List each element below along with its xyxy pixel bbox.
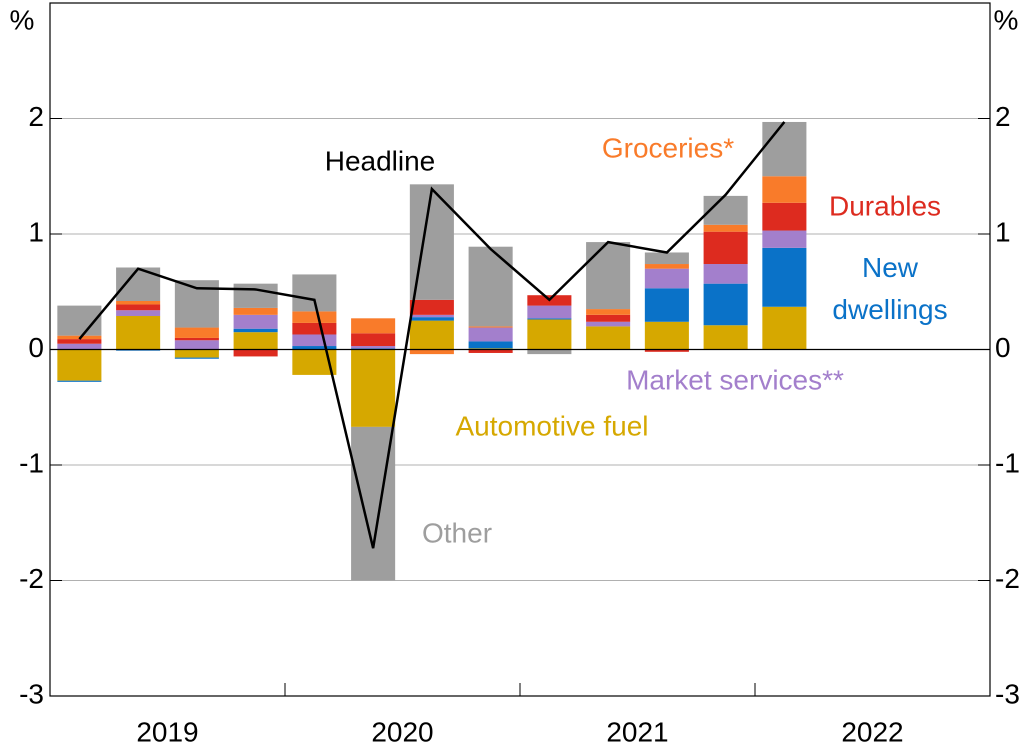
series-label: Groceries* (602, 132, 734, 163)
bar-segment (762, 176, 807, 203)
x-year-label: 2022 (841, 716, 903, 747)
bar-segment (468, 326, 513, 328)
bar-segment (762, 202, 807, 231)
y-unit-left: % (10, 4, 35, 35)
y-unit-right: % (994, 4, 1019, 35)
bar-segment (233, 328, 278, 333)
bar-segment (762, 306, 807, 350)
bar-segment (233, 332, 278, 350)
bar-segment (762, 121, 807, 177)
bar-segment (409, 317, 454, 321)
bar-segment (644, 349, 689, 352)
bar-segment (527, 318, 572, 320)
bar-segment (409, 299, 454, 315)
bar-segment (292, 274, 337, 312)
bar-segment (527, 305, 572, 319)
bar-segment (116, 300, 161, 305)
bar-segment (233, 283, 278, 308)
y-tick-label-right: 0 (995, 332, 1011, 363)
bar-segment (586, 314, 631, 322)
series-label-line: New (862, 252, 919, 283)
bar-segment (233, 349, 278, 357)
bar-segment (351, 349, 396, 427)
y-tick-label-right: -1 (995, 447, 1020, 478)
y-tick-label: -1 (19, 447, 44, 478)
y-tick-label-right: 1 (995, 216, 1011, 247)
bar-segment (586, 321, 631, 327)
series-label: Durables (829, 190, 941, 221)
bar-segment (527, 349, 572, 355)
bar-segment (292, 334, 337, 347)
series-label: Automotive fuel (456, 410, 649, 441)
y-tick-label-right: 2 (995, 101, 1011, 132)
bar-segment (174, 357, 219, 359)
x-year-label: 2019 (136, 716, 198, 747)
bar-segment (174, 327, 219, 338)
bar-segment (468, 349, 513, 353)
bar-segment (703, 231, 748, 265)
x-year-label: 2020 (371, 716, 433, 747)
bar-segment (292, 311, 337, 323)
bar-segment (233, 307, 278, 315)
bar-segment (57, 349, 102, 381)
line-label: Headline (325, 145, 436, 176)
bar-segment (409, 349, 454, 355)
bar-segment (409, 320, 454, 350)
y-tick-label: 2 (28, 101, 44, 132)
headline-line (78, 121, 786, 549)
x-year-label: 2021 (606, 716, 668, 747)
bar-segment (174, 337, 219, 341)
bar-segment (703, 283, 748, 326)
bar-segment (292, 346, 337, 350)
y-tick-label: 0 (28, 332, 44, 363)
bar-segment (116, 310, 161, 317)
bar-segment (116, 304, 161, 311)
bar-segment (703, 325, 748, 350)
bar-segment (527, 319, 572, 350)
bar-segment (703, 264, 748, 284)
bar-segment (468, 341, 513, 349)
bar-segment (351, 318, 396, 334)
bar-segment (762, 247, 807, 307)
bar-segment (586, 326, 631, 350)
bar-segment (116, 316, 161, 350)
bar-segment (57, 339, 102, 344)
y-tick-label-right: -3 (995, 678, 1020, 709)
bar-segment (644, 321, 689, 350)
bar-segment (468, 246, 513, 327)
bar-segment (644, 288, 689, 322)
bar-segment (174, 340, 219, 350)
bar-segment (762, 230, 807, 248)
bar-segment (644, 268, 689, 289)
bar-segment (644, 264, 689, 269)
y-tick-label-right: -2 (995, 563, 1020, 594)
bar-segment (292, 322, 337, 335)
series-label-line: dwellings (832, 294, 947, 325)
series-label: Market services** (626, 364, 844, 395)
bar-segment (351, 346, 396, 349)
bar-segment (174, 349, 219, 358)
y-tick-label: -3 (19, 678, 44, 709)
bar-segment (703, 224, 748, 232)
bar-segment (409, 314, 454, 318)
bar-segment (644, 252, 689, 265)
bar-segment (586, 309, 631, 315)
bar-segment (351, 333, 396, 347)
bar-segment (57, 380, 102, 382)
bar-segment (57, 343, 102, 350)
series-label: Other (422, 517, 492, 548)
bar-segment (233, 314, 278, 329)
bar-segment (468, 327, 513, 342)
y-tick-label: -2 (19, 563, 44, 594)
y-tick-label: 1 (28, 216, 44, 247)
series-label: New dwellings (832, 252, 947, 325)
bar-segment (586, 242, 631, 310)
